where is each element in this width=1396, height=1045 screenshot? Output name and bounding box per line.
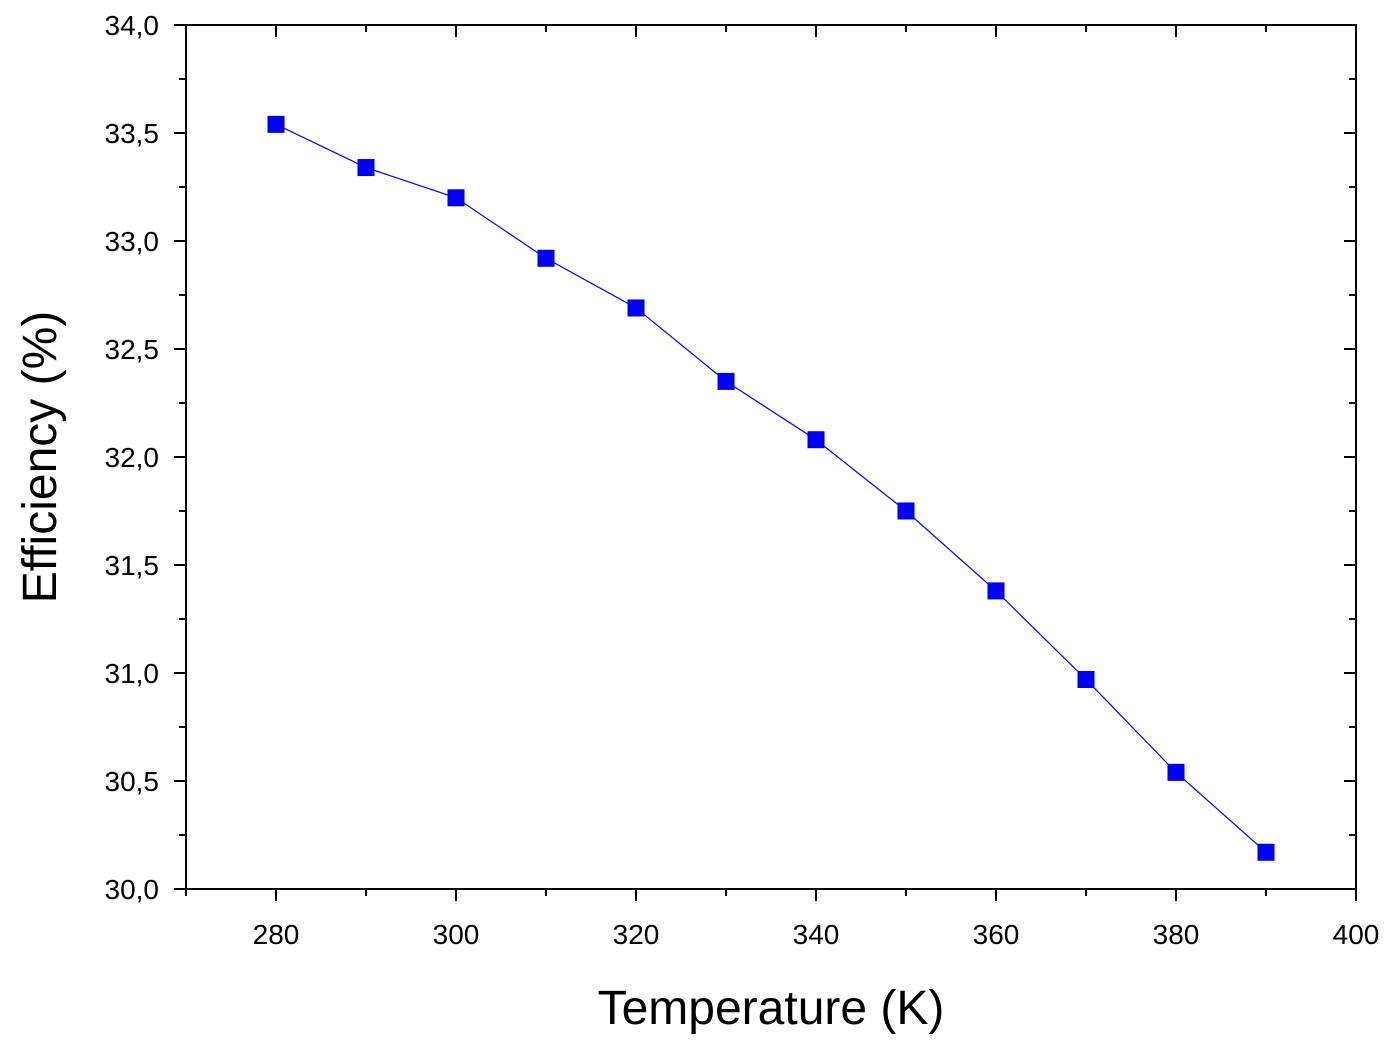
y-axis-title: Efficiency (%) bbox=[14, 311, 67, 604]
series-group bbox=[267, 115, 1275, 861]
y-tick-label: 33,5 bbox=[105, 118, 160, 149]
y-tick-label: 33,0 bbox=[105, 226, 160, 257]
tick-labels: 280 300 320 340 360 380 400 30,0 30,5 31,0 31,5 32,… bbox=[105, 10, 1380, 950]
data-point bbox=[627, 299, 645, 317]
data-point bbox=[807, 431, 825, 449]
data-point bbox=[987, 582, 1005, 600]
x-tick-label: 400 bbox=[1333, 919, 1380, 950]
x-tick-label: 320 bbox=[613, 919, 660, 950]
x-tick-label: 360 bbox=[973, 919, 1020, 950]
axis-ticks bbox=[174, 24, 1357, 901]
y-tick-label: 31,5 bbox=[105, 550, 160, 581]
series-line bbox=[275, 123, 1267, 853]
y-tick-label: 31,0 bbox=[105, 658, 160, 689]
x-axis-title: Temperature (K) bbox=[598, 982, 945, 1035]
plot-frame bbox=[185, 24, 1357, 890]
data-point bbox=[357, 159, 375, 177]
data-point bbox=[1077, 670, 1095, 688]
data-point bbox=[1257, 843, 1275, 861]
x-tick-label: 340 bbox=[793, 919, 840, 950]
data-point bbox=[267, 115, 285, 133]
y-tick-label: 32,5 bbox=[105, 334, 160, 365]
data-point bbox=[1167, 763, 1185, 781]
data-point bbox=[717, 372, 735, 390]
y-tick-label: 34,0 bbox=[105, 10, 160, 41]
data-point bbox=[447, 189, 465, 207]
y-tick-label: 30,5 bbox=[105, 766, 160, 797]
x-tick-label: 280 bbox=[253, 919, 300, 950]
y-tick-label: 32,0 bbox=[105, 442, 160, 473]
y-tick-label: 30,0 bbox=[105, 874, 160, 905]
data-point bbox=[537, 249, 555, 267]
data-point bbox=[897, 502, 915, 520]
x-tick-label: 380 bbox=[1153, 919, 1200, 950]
x-tick-label: 300 bbox=[433, 919, 480, 950]
